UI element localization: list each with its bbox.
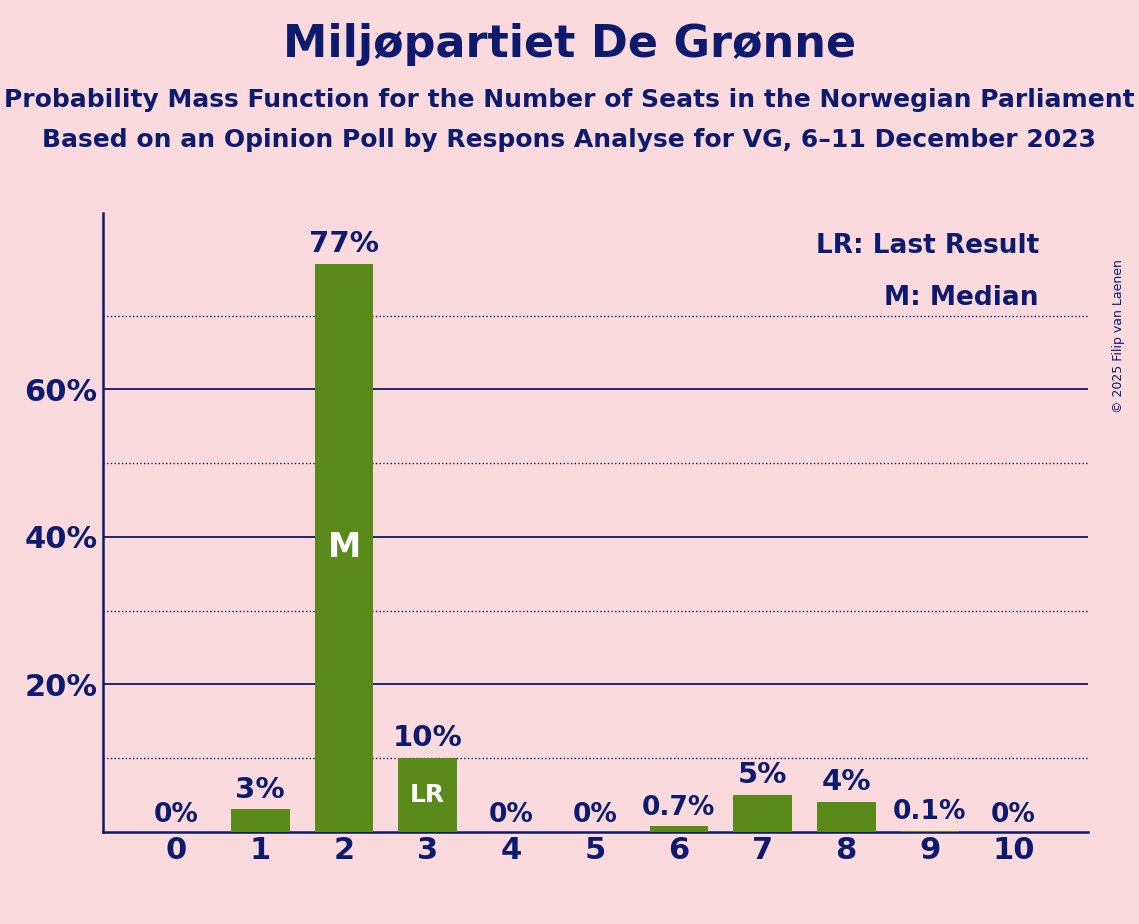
Text: 0.1%: 0.1% bbox=[893, 799, 967, 825]
Bar bbox=[314, 264, 374, 832]
Bar bbox=[734, 795, 792, 832]
Text: M: M bbox=[327, 531, 361, 565]
Text: 0%: 0% bbox=[154, 802, 199, 828]
Bar bbox=[399, 758, 457, 832]
Bar bbox=[231, 809, 289, 832]
Text: LR: Last Result: LR: Last Result bbox=[816, 234, 1039, 260]
Text: Miljøpartiet De Grønne: Miljøpartiet De Grønne bbox=[282, 23, 857, 67]
Text: 0%: 0% bbox=[573, 802, 617, 828]
Text: 10%: 10% bbox=[393, 724, 462, 752]
Text: 4%: 4% bbox=[821, 768, 871, 796]
Text: 3%: 3% bbox=[236, 775, 285, 804]
Text: 0%: 0% bbox=[991, 802, 1036, 828]
Bar bbox=[817, 802, 876, 832]
Text: 5%: 5% bbox=[738, 760, 787, 789]
Text: Probability Mass Function for the Number of Seats in the Norwegian Parliament: Probability Mass Function for the Number… bbox=[5, 88, 1134, 112]
Text: LR: LR bbox=[410, 783, 445, 807]
Text: 0.7%: 0.7% bbox=[642, 795, 715, 821]
Bar bbox=[649, 826, 708, 832]
Text: 0%: 0% bbox=[489, 802, 534, 828]
Text: © 2025 Filip van Laenen: © 2025 Filip van Laenen bbox=[1112, 259, 1125, 413]
Text: 77%: 77% bbox=[309, 230, 379, 258]
Text: Based on an Opinion Poll by Respons Analyse for VG, 6–11 December 2023: Based on an Opinion Poll by Respons Anal… bbox=[42, 128, 1097, 152]
Text: M: Median: M: Median bbox=[884, 285, 1039, 311]
